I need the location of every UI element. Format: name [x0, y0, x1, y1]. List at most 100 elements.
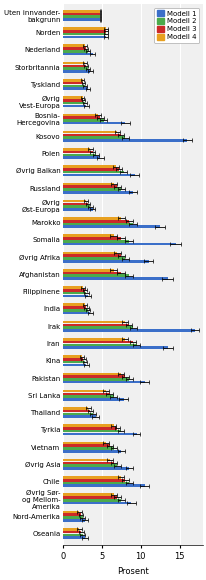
Bar [63, 223, 132, 225]
Bar [63, 226, 159, 228]
Bar [63, 205, 90, 208]
Bar [63, 390, 105, 393]
Bar [63, 27, 105, 30]
Bar [63, 519, 84, 521]
Bar [63, 412, 92, 415]
Bar [63, 341, 132, 343]
Bar [63, 188, 121, 191]
Bar [63, 32, 105, 35]
Bar [63, 459, 109, 462]
Bar [63, 171, 123, 173]
Bar [63, 465, 117, 467]
Bar [63, 61, 84, 64]
Bar [63, 329, 194, 332]
Bar [63, 364, 86, 366]
Bar [63, 274, 129, 277]
Bar [63, 407, 88, 409]
Bar [63, 484, 144, 487]
Bar [63, 499, 121, 502]
Bar [63, 148, 90, 151]
Bar [63, 131, 117, 133]
Bar [63, 186, 117, 188]
Bar [63, 257, 125, 260]
Bar [63, 287, 83, 289]
Bar [63, 53, 92, 55]
Bar [63, 220, 129, 223]
Bar [63, 479, 125, 481]
Bar [63, 85, 84, 87]
Bar [63, 242, 175, 245]
Bar [63, 346, 167, 349]
Bar [63, 67, 88, 70]
Bar [63, 410, 90, 412]
Bar [63, 119, 103, 122]
Bar [63, 50, 88, 53]
Bar [63, 151, 92, 154]
Bar [63, 534, 82, 536]
Bar [63, 217, 121, 220]
Bar [63, 99, 83, 102]
Bar [63, 10, 100, 13]
Bar [63, 462, 113, 464]
Bar [63, 502, 131, 505]
Bar [63, 208, 92, 211]
Bar [63, 255, 121, 257]
Bar [63, 18, 100, 21]
Bar [63, 447, 113, 450]
Bar [63, 157, 100, 159]
Bar [63, 375, 125, 378]
Bar [63, 30, 105, 32]
Bar [63, 356, 81, 358]
Bar [63, 139, 186, 142]
Bar [63, 191, 132, 194]
Bar [63, 494, 113, 496]
Bar [63, 168, 118, 171]
Bar [63, 154, 95, 156]
Bar [63, 13, 100, 15]
Bar [63, 114, 98, 116]
Bar [63, 496, 117, 499]
Bar [63, 88, 88, 90]
Bar [63, 476, 121, 478]
Bar [63, 252, 117, 254]
Bar [63, 173, 134, 176]
Bar [63, 467, 129, 470]
Bar [63, 321, 125, 324]
Bar [63, 16, 100, 18]
Bar [63, 183, 113, 185]
Bar [63, 269, 113, 271]
Bar [63, 511, 79, 513]
Bar [63, 303, 84, 306]
Bar [63, 427, 117, 430]
Bar [63, 70, 90, 72]
Bar [63, 433, 136, 435]
Bar [63, 513, 81, 516]
Bar [63, 312, 90, 314]
Bar [63, 378, 129, 380]
Bar [63, 531, 81, 534]
Bar [63, 393, 109, 395]
Bar [63, 79, 82, 82]
Bar [63, 415, 95, 418]
Bar [63, 202, 88, 205]
Bar [63, 117, 100, 119]
Bar [63, 372, 121, 375]
Bar [63, 133, 121, 136]
Bar [63, 398, 123, 401]
Bar [63, 234, 113, 237]
Bar [63, 536, 84, 539]
Bar [63, 425, 113, 427]
Bar [63, 271, 121, 274]
Bar [63, 200, 86, 202]
Bar [63, 292, 86, 294]
Bar [63, 309, 88, 311]
Bar [63, 516, 82, 519]
Bar [63, 104, 86, 107]
Bar [63, 528, 79, 531]
Bar [63, 396, 113, 398]
Bar [63, 122, 125, 125]
Bar [63, 260, 148, 263]
Bar [63, 237, 121, 240]
Bar [63, 295, 88, 297]
Bar [63, 358, 83, 361]
